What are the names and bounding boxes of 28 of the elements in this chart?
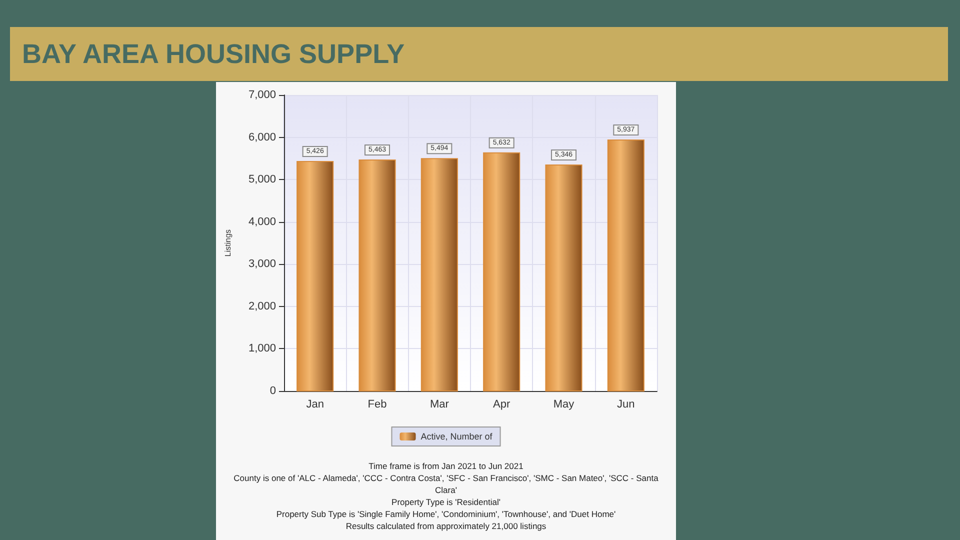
x-tick-label: Jan <box>306 398 324 410</box>
bar <box>358 159 396 392</box>
x-tick-label: Feb <box>368 398 387 410</box>
y-tick-label: 4,000 <box>248 216 276 228</box>
chart-title: BAY AREA HOUSING SUPPLY <box>22 38 405 70</box>
y-tick-label: 7,000 <box>248 89 276 101</box>
bar <box>420 158 458 392</box>
x-tick-label: Jun <box>617 398 635 410</box>
text: Time frame is from Jan 2021 to Jun 2021 <box>368 460 524 472</box>
text: Property Type is 'Residential' <box>390 496 502 508</box>
y-axis-title: Listings <box>224 229 232 257</box>
y-tick-label: 1,000 <box>248 342 276 355</box>
y-tick-label: 2,000 <box>248 300 276 312</box>
bar <box>607 139 644 392</box>
y-tick-label: 0 <box>270 385 276 397</box>
y-tick-label: 3,000 <box>248 258 276 270</box>
bar <box>296 161 334 392</box>
x-tick-label: Mar <box>430 398 450 410</box>
y-tick-label: 6,000 <box>248 131 276 144</box>
text: County is one of 'ALC - Alameda', 'CCC - Contra Costa', 'SFC - San Francisco', 'SMC - San Mateo', 'SCC - Santa Clara' <box>232 472 660 496</box>
x-tick-label: May <box>553 398 575 410</box>
bar <box>545 164 582 392</box>
text: Results calculated from approximately 21,000 listings <box>344 520 548 532</box>
y-tick-label: 5,000 <box>248 174 276 186</box>
legend-label: Active, Number of <box>420 432 493 442</box>
text: Property Sub Type is 'Single Family Home', 'Condominium', 'Townhouse', and 'Duet Home' <box>275 508 617 520</box>
x-tick-label: Apr <box>493 398 510 410</box>
bar <box>483 152 520 392</box>
